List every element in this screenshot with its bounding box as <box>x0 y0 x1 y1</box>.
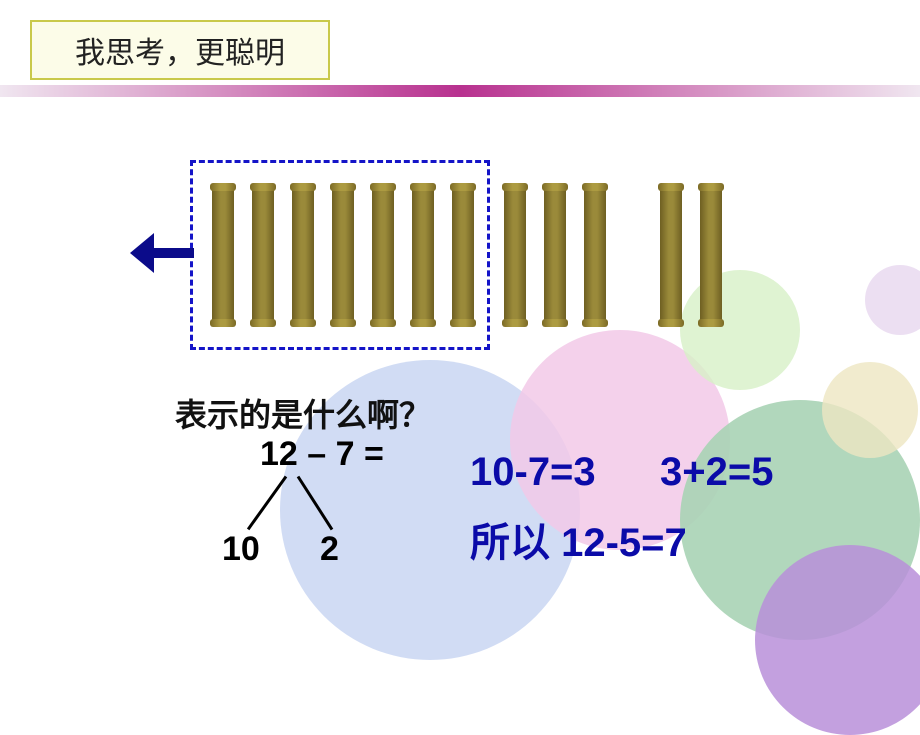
counting-stick <box>544 185 566 325</box>
counting-stick <box>660 185 682 325</box>
bokeh-circle <box>865 265 920 335</box>
title-box: 我思考，更聪明 <box>30 20 330 80</box>
title-text: 我思考，更聪明 <box>75 28 285 72</box>
counting-stick <box>332 185 354 325</box>
counting-stick <box>452 185 474 325</box>
bond-left: 10 <box>222 530 260 569</box>
counting-stick <box>252 185 274 325</box>
step-2: 所以 12-5=7 <box>470 510 687 568</box>
counting-stick <box>504 185 526 325</box>
bokeh-circle <box>680 270 800 390</box>
counting-stick <box>584 185 606 325</box>
counting-stick <box>212 185 234 325</box>
counting-stick <box>292 185 314 325</box>
counting-stick <box>412 185 434 325</box>
counting-stick <box>372 185 394 325</box>
counting-stick <box>700 185 722 325</box>
expression-text: 12 – 7 = <box>260 435 384 474</box>
header-band <box>0 85 920 97</box>
step-1b: 3+2=5 <box>660 450 773 495</box>
arrow-head-icon <box>130 233 154 273</box>
arrow-shaft <box>150 248 194 258</box>
step-1a: 10-7=3 <box>470 450 596 495</box>
question-text: 表示的是什么啊？ <box>175 390 431 436</box>
bokeh-circle <box>822 362 918 458</box>
bond-right: 2 <box>320 530 339 569</box>
